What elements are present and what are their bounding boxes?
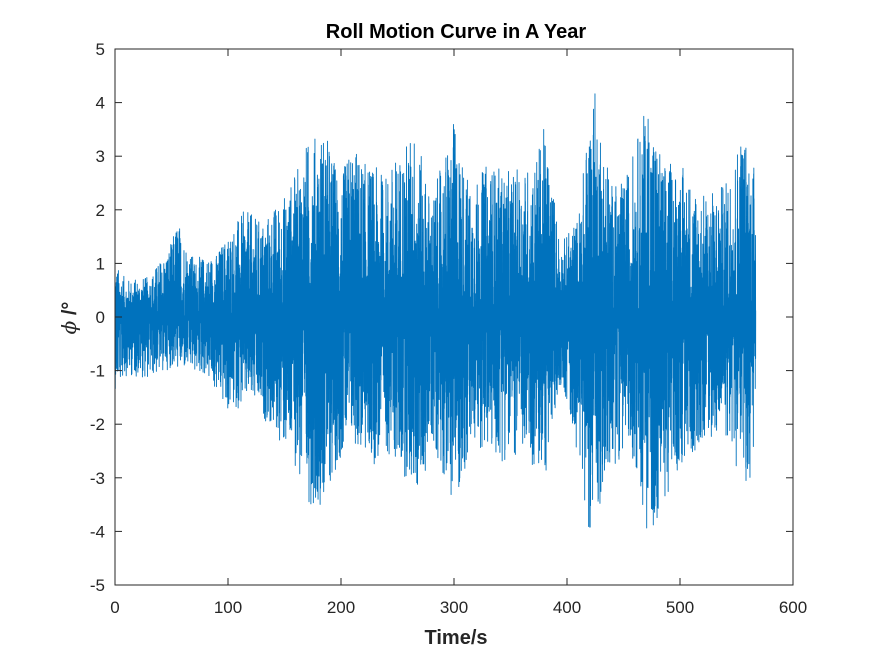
x-axis-title: Time/s xyxy=(425,627,488,649)
y-tick-label: 4 xyxy=(96,94,105,113)
x-tick-label: 400 xyxy=(553,598,581,617)
y-tick-label: -1 xyxy=(90,362,105,381)
y-tick-label: 2 xyxy=(96,201,105,220)
y-tick-label: -3 xyxy=(90,469,105,488)
y-axis-symbol: ϕ xyxy=(57,320,81,334)
x-tick-label: 500 xyxy=(666,598,694,617)
x-tick-label: 0 xyxy=(110,598,119,617)
chart-title: Roll Motion Curve in A Year xyxy=(326,21,587,43)
y-axis-title: ϕ /° xyxy=(57,302,81,335)
y-tick-label: -5 xyxy=(90,576,105,595)
y-tick-label: 3 xyxy=(96,147,105,166)
y-tick-label: 1 xyxy=(96,254,105,273)
tick-labels: 0 100 200 300 400 500 600 -5 -4 -3 -2 -1 0 1 2 3 4 5 xyxy=(90,40,807,617)
y-tick-label: -2 xyxy=(90,415,105,434)
y-tick-label: 5 xyxy=(96,40,105,59)
y-axis-unit: /° xyxy=(59,302,81,321)
series-line xyxy=(114,93,757,529)
x-tick-label: 200 xyxy=(327,598,355,617)
x-tick-label: 600 xyxy=(779,598,807,617)
x-tick-label: 100 xyxy=(214,598,242,617)
plot-area xyxy=(114,93,757,529)
x-tick-label: 300 xyxy=(440,598,468,617)
tick-marks xyxy=(114,48,794,586)
y-tick-label: 0 xyxy=(96,308,105,327)
y-tick-label: -4 xyxy=(90,522,105,541)
